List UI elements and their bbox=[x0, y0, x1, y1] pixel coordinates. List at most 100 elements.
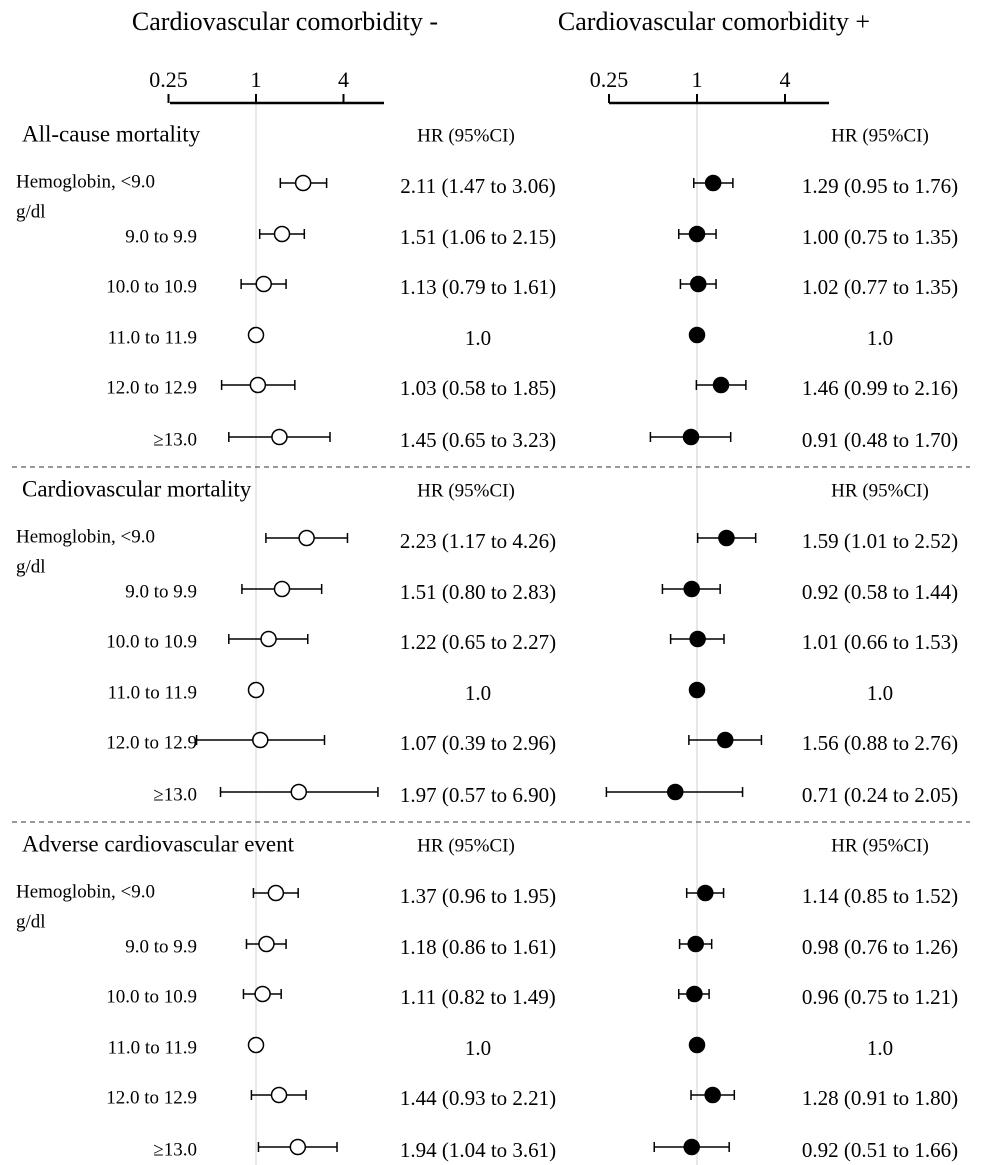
hr-header: HR (95%CI) bbox=[417, 125, 515, 146]
hr-ci-label: 1.37 (0.96 to 1.95) bbox=[400, 884, 556, 908]
hr-point bbox=[249, 376, 267, 394]
hr-point bbox=[697, 884, 714, 902]
x-tick-label: 4 bbox=[780, 67, 791, 92]
hr-ci-label: 1.00 (0.75 to 1.35) bbox=[802, 225, 958, 249]
hr-point bbox=[271, 428, 288, 446]
hr-point bbox=[252, 731, 269, 749]
hr-header: HR (95%CI) bbox=[417, 835, 515, 856]
x-tick-label: 0.25 bbox=[149, 67, 188, 92]
row-label: 9.0 to 9.9 bbox=[125, 581, 197, 602]
hr-header: HR (95%CI) bbox=[831, 835, 929, 856]
row-label: 11.0 to 11.9 bbox=[108, 327, 197, 348]
panel-title: Cardiovascular comorbidity - bbox=[132, 7, 438, 36]
row-label: 12.0 to 12.9 bbox=[106, 1087, 197, 1108]
x-tick-label: 1 bbox=[251, 67, 262, 92]
hr-ci-label: 1.11 (0.82 to 1.49) bbox=[400, 985, 556, 1009]
hr-point bbox=[704, 174, 722, 192]
row-label: Hemoglobin, <9.0 bbox=[16, 526, 155, 547]
hr-point bbox=[258, 935, 275, 953]
hr-ci-label: 1.94 (1.04 to 3.61) bbox=[400, 1138, 556, 1162]
hr-ci-label: 1.0 bbox=[867, 681, 893, 705]
hr-point bbox=[688, 1036, 706, 1054]
hr-ci-label: 1.0 bbox=[867, 1036, 893, 1060]
hr-ci-label: 1.22 (0.65 to 2.27) bbox=[400, 630, 556, 654]
hr-point bbox=[688, 225, 706, 243]
hr-ci-label: 1.51 (0.80 to 2.83) bbox=[400, 580, 556, 604]
row-label: Hemoglobin, <9.0 bbox=[16, 171, 155, 192]
hr-point bbox=[690, 275, 707, 293]
hr-point bbox=[273, 580, 291, 598]
x-tick-label: 4 bbox=[338, 67, 349, 92]
hr-ci-label: 1.97 (0.57 to 6.90) bbox=[400, 783, 556, 807]
hr-ci-label: 1.03 (0.58 to 1.85) bbox=[400, 376, 556, 400]
row-label: Hemoglobin, <9.0 bbox=[16, 881, 155, 902]
panel-title: Cardiovascular comorbidity + bbox=[558, 7, 870, 36]
hr-ci-label: 1.51 (1.06 to 2.15) bbox=[400, 225, 556, 249]
row-label: 10.0 to 10.9 bbox=[106, 986, 197, 1007]
hr-ci-label: 1.07 (0.39 to 2.96) bbox=[400, 731, 556, 755]
row-label: 12.0 to 12.9 bbox=[106, 732, 197, 753]
section-title: Cardiovascular mortality bbox=[22, 476, 252, 501]
hr-ci-label: 1.01 (0.66 to 1.53) bbox=[802, 630, 958, 654]
hr-point bbox=[290, 783, 308, 801]
row-label: ≥13.0 bbox=[153, 1139, 197, 1160]
hr-point bbox=[247, 1036, 265, 1054]
hr-point bbox=[688, 681, 706, 699]
hr-point bbox=[667, 783, 684, 801]
hr-ci-label: 0.92 (0.58 to 1.44) bbox=[802, 580, 958, 604]
hr-ci-label: 0.92 (0.51 to 1.66) bbox=[802, 1138, 958, 1162]
hr-ci-label: 1.0 bbox=[465, 681, 491, 705]
hr-ci-label: 1.56 (0.88 to 2.76) bbox=[802, 731, 958, 755]
hr-ci-label: 1.14 (0.85 to 1.52) bbox=[802, 884, 958, 908]
hr-ci-label: 2.23 (1.17 to 4.26) bbox=[400, 529, 556, 553]
hr-point bbox=[683, 580, 700, 598]
row-label: 10.0 to 10.9 bbox=[106, 631, 197, 652]
hr-ci-label: 1.18 (0.86 to 1.61) bbox=[400, 935, 556, 959]
hr-header: HR (95%CI) bbox=[417, 480, 515, 501]
hr-ci-label: 1.29 (0.95 to 1.76) bbox=[802, 174, 958, 198]
hr-ci-label: 1.44 (0.93 to 2.21) bbox=[400, 1086, 556, 1110]
hr-point bbox=[298, 529, 315, 547]
hr-point bbox=[254, 985, 271, 1003]
hr-point bbox=[270, 1086, 288, 1104]
hr-point bbox=[247, 326, 265, 344]
row-label: 9.0 to 9.9 bbox=[125, 936, 197, 957]
hr-point bbox=[712, 376, 730, 394]
row-label: ≥13.0 bbox=[153, 429, 197, 450]
hr-ci-label: 1.0 bbox=[465, 1036, 491, 1060]
hr-ci-label: 0.98 (0.76 to 1.26) bbox=[802, 935, 958, 959]
hr-ci-label: 1.46 (0.99 to 2.16) bbox=[802, 376, 958, 400]
hr-header: HR (95%CI) bbox=[831, 480, 929, 501]
hr-point bbox=[716, 731, 734, 749]
hr-ci-label: 1.45 (0.65 to 3.23) bbox=[400, 428, 556, 452]
hr-point bbox=[273, 225, 291, 243]
hr-point bbox=[260, 630, 277, 648]
hr-point bbox=[704, 1086, 721, 1104]
hr-point bbox=[247, 681, 265, 699]
hr-ci-label: 0.71 (0.24 to 2.05) bbox=[802, 783, 958, 807]
hr-point bbox=[689, 630, 706, 648]
hr-point bbox=[683, 1138, 700, 1156]
hr-ci-label: 1.28 (0.91 to 1.80) bbox=[802, 1086, 958, 1110]
row-label: ≥13.0 bbox=[153, 784, 197, 805]
hr-point bbox=[294, 174, 312, 192]
hr-ci-label: 1.0 bbox=[465, 326, 491, 350]
x-tick-label: 1 bbox=[692, 67, 703, 92]
hr-ci-label: 1.13 (0.79 to 1.61) bbox=[400, 275, 556, 299]
row-label-unit: g/dl bbox=[16, 201, 46, 222]
row-label: 11.0 to 11.9 bbox=[108, 682, 197, 703]
section-title: Adverse cardiovascular event bbox=[22, 831, 295, 856]
hr-point bbox=[686, 985, 703, 1003]
hr-point bbox=[718, 529, 735, 547]
hr-ci-label: 1.0 bbox=[867, 326, 893, 350]
hr-header: HR (95%CI) bbox=[831, 125, 929, 146]
hr-ci-label: 2.11 (1.47 to 3.06) bbox=[400, 174, 556, 198]
row-label: 9.0 to 9.9 bbox=[125, 226, 197, 247]
hr-ci-label: 1.59 (1.01 to 2.52) bbox=[802, 529, 958, 553]
hr-point bbox=[687, 935, 704, 953]
section-title: All-cause mortality bbox=[22, 121, 201, 146]
hr-point bbox=[267, 884, 285, 902]
row-label: 11.0 to 11.9 bbox=[108, 1037, 197, 1058]
row-label-unit: g/dl bbox=[16, 911, 46, 932]
